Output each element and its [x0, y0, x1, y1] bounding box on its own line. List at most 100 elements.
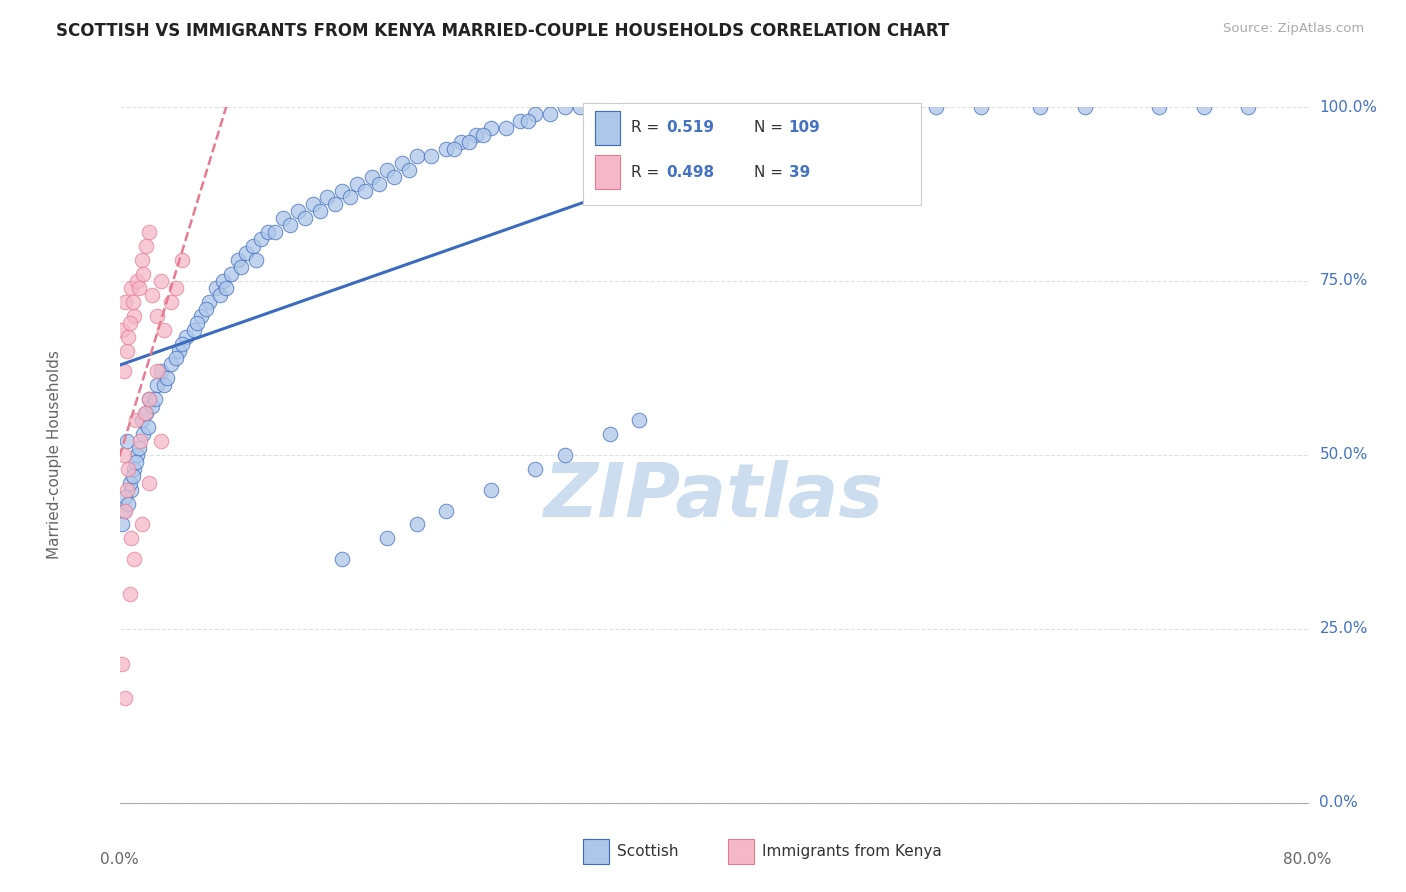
- Point: [538, 107, 561, 121]
- Point: [120, 483, 142, 497]
- Point: [658, 100, 681, 114]
- Point: [120, 532, 142, 546]
- Point: [170, 336, 193, 351]
- Point: [278, 219, 301, 233]
- Point: [124, 462, 146, 476]
- Text: 0.0%: 0.0%: [100, 852, 139, 866]
- Text: Source: ZipAtlas.com: Source: ZipAtlas.com: [1223, 22, 1364, 36]
- Text: 80.0%: 80.0%: [1284, 852, 1331, 866]
- Point: [150, 434, 173, 448]
- Point: [733, 100, 755, 114]
- Point: [599, 100, 621, 114]
- Point: [450, 135, 472, 149]
- Point: [115, 343, 138, 358]
- Point: [235, 246, 257, 260]
- Point: [554, 100, 576, 114]
- Point: [583, 100, 606, 114]
- Point: [516, 114, 538, 128]
- Point: [368, 177, 391, 191]
- Point: [821, 100, 844, 114]
- Text: Married-couple Households: Married-couple Households: [46, 351, 62, 559]
- Point: [115, 483, 138, 497]
- Point: [309, 204, 332, 219]
- Point: [346, 177, 368, 191]
- Point: [375, 532, 398, 546]
- Text: 0.0%: 0.0%: [1319, 796, 1358, 810]
- Point: [1237, 100, 1260, 114]
- Point: [138, 475, 160, 490]
- Point: [112, 364, 135, 378]
- Point: [245, 253, 267, 268]
- Point: [264, 225, 287, 239]
- Point: [150, 274, 173, 288]
- Point: [228, 253, 250, 268]
- Point: [524, 107, 547, 121]
- Point: [212, 274, 235, 288]
- Point: [125, 413, 148, 427]
- Point: [1147, 100, 1170, 114]
- Point: [287, 204, 309, 219]
- Point: [197, 294, 219, 309]
- Point: [1029, 100, 1052, 114]
- Point: [118, 316, 141, 330]
- Point: [382, 169, 405, 184]
- Point: [215, 281, 238, 295]
- Point: [479, 120, 502, 135]
- Point: [219, 267, 242, 281]
- Point: [117, 329, 139, 343]
- Point: [131, 517, 153, 532]
- Point: [127, 448, 149, 462]
- Point: [599, 427, 621, 442]
- Point: [176, 329, 198, 343]
- Point: [391, 155, 413, 169]
- Point: [970, 100, 993, 114]
- Point: [398, 162, 420, 177]
- Point: [118, 587, 141, 601]
- Point: [524, 462, 547, 476]
- Text: Scottish: Scottish: [617, 845, 679, 859]
- Point: [509, 114, 531, 128]
- Text: N =: N =: [754, 120, 783, 135]
- Point: [160, 294, 183, 309]
- Point: [138, 392, 160, 407]
- Point: [125, 455, 148, 469]
- Point: [323, 197, 346, 211]
- Point: [112, 503, 135, 517]
- Point: [167, 343, 190, 358]
- Point: [138, 392, 160, 407]
- Point: [118, 475, 141, 490]
- Text: R =: R =: [631, 165, 665, 179]
- Point: [186, 316, 208, 330]
- Point: [472, 128, 495, 142]
- Point: [190, 309, 212, 323]
- Text: R =: R =: [631, 120, 665, 135]
- Point: [153, 378, 176, 392]
- Point: [231, 260, 253, 274]
- Point: [134, 406, 156, 420]
- Point: [330, 184, 353, 198]
- Point: [114, 490, 136, 504]
- Point: [129, 434, 152, 448]
- Point: [443, 142, 465, 156]
- Point: [135, 406, 157, 420]
- Point: [120, 281, 142, 295]
- Point: [294, 211, 316, 226]
- Text: 75.0%: 75.0%: [1319, 274, 1368, 288]
- Point: [1192, 100, 1215, 114]
- Point: [1074, 100, 1097, 114]
- Point: [330, 552, 353, 566]
- Text: 0.519: 0.519: [666, 120, 714, 135]
- Point: [132, 267, 155, 281]
- Point: [194, 301, 217, 316]
- Point: [128, 281, 150, 295]
- Point: [124, 552, 146, 566]
- Point: [114, 294, 136, 309]
- Point: [405, 149, 427, 163]
- Point: [122, 468, 145, 483]
- Point: [301, 197, 323, 211]
- Point: [128, 441, 150, 455]
- Point: [117, 497, 139, 511]
- Text: SCOTTISH VS IMMIGRANTS FROM KENYA MARRIED-COUPLE HOUSEHOLDS CORRELATION CHART: SCOTTISH VS IMMIGRANTS FROM KENYA MARRIE…: [56, 22, 949, 40]
- Point: [554, 448, 576, 462]
- Point: [405, 517, 427, 532]
